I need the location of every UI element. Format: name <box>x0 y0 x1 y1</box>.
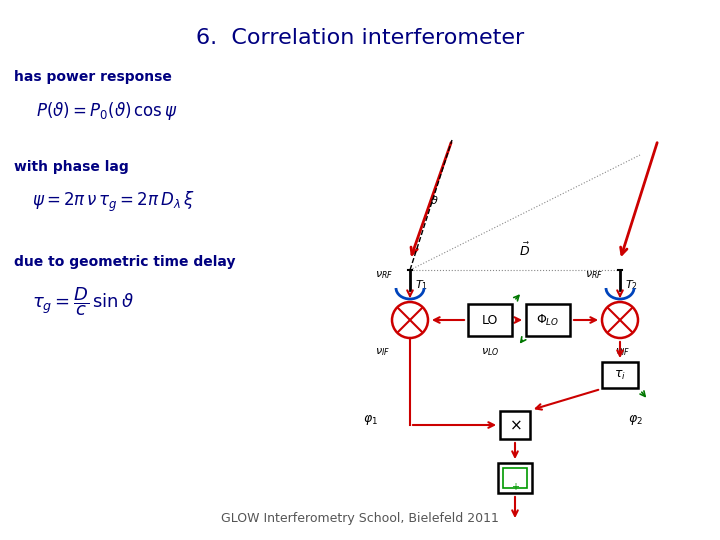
Bar <box>503 468 527 488</box>
Text: due to geometric time delay: due to geometric time delay <box>14 255 235 269</box>
Text: $\vartheta$: $\vartheta$ <box>430 194 438 206</box>
Text: with phase lag: with phase lag <box>14 160 129 174</box>
Text: $\tau_i$: $\tau_i$ <box>614 368 626 382</box>
Text: $\psi = 2\pi\,\nu\,\tau_g = 2\pi\,D_\lambda\,\xi$: $\psi = 2\pi\,\nu\,\tau_g = 2\pi\,D_\lam… <box>32 190 194 214</box>
Bar <box>526 304 570 336</box>
Text: has power response: has power response <box>14 70 172 84</box>
Text: $\nu_{RF}$: $\nu_{RF}$ <box>585 269 603 281</box>
Text: LO: LO <box>482 314 498 327</box>
Text: GLOW Interferometry School, Bielefeld 2011: GLOW Interferometry School, Bielefeld 20… <box>221 512 499 525</box>
Bar <box>602 362 638 388</box>
Bar <box>468 304 512 336</box>
Text: $\times$: $\times$ <box>508 417 521 433</box>
Bar <box>500 411 530 439</box>
Text: $\nu_{RF}$: $\nu_{RF}$ <box>375 269 393 281</box>
Text: $\varphi_2$: $\varphi_2$ <box>628 413 643 427</box>
Text: 6.  Correlation interferometer: 6. Correlation interferometer <box>196 28 524 48</box>
Text: +: + <box>511 482 519 492</box>
Text: $\nu_{LO}$: $\nu_{LO}$ <box>481 346 499 358</box>
Text: $T_2$: $T_2$ <box>625 278 638 292</box>
Text: $\Phi_{LO}$: $\Phi_{LO}$ <box>536 313 559 328</box>
Text: $\nu_{IF}$: $\nu_{IF}$ <box>615 346 630 358</box>
Text: $\tau_g = \dfrac{D}{c}\,\sin\vartheta$: $\tau_g = \dfrac{D}{c}\,\sin\vartheta$ <box>32 285 134 318</box>
Bar <box>498 463 532 493</box>
Text: $P(\vartheta) = P_0(\vartheta)\,\cos\psi$: $P(\vartheta) = P_0(\vartheta)\,\cos\psi… <box>36 100 178 122</box>
Text: $\nu_{IF}$: $\nu_{IF}$ <box>375 346 390 358</box>
Text: $\varphi_1$: $\varphi_1$ <box>363 413 378 427</box>
Text: $T_1$: $T_1$ <box>415 278 428 292</box>
Text: $\vec{D}$: $\vec{D}$ <box>520 241 531 259</box>
